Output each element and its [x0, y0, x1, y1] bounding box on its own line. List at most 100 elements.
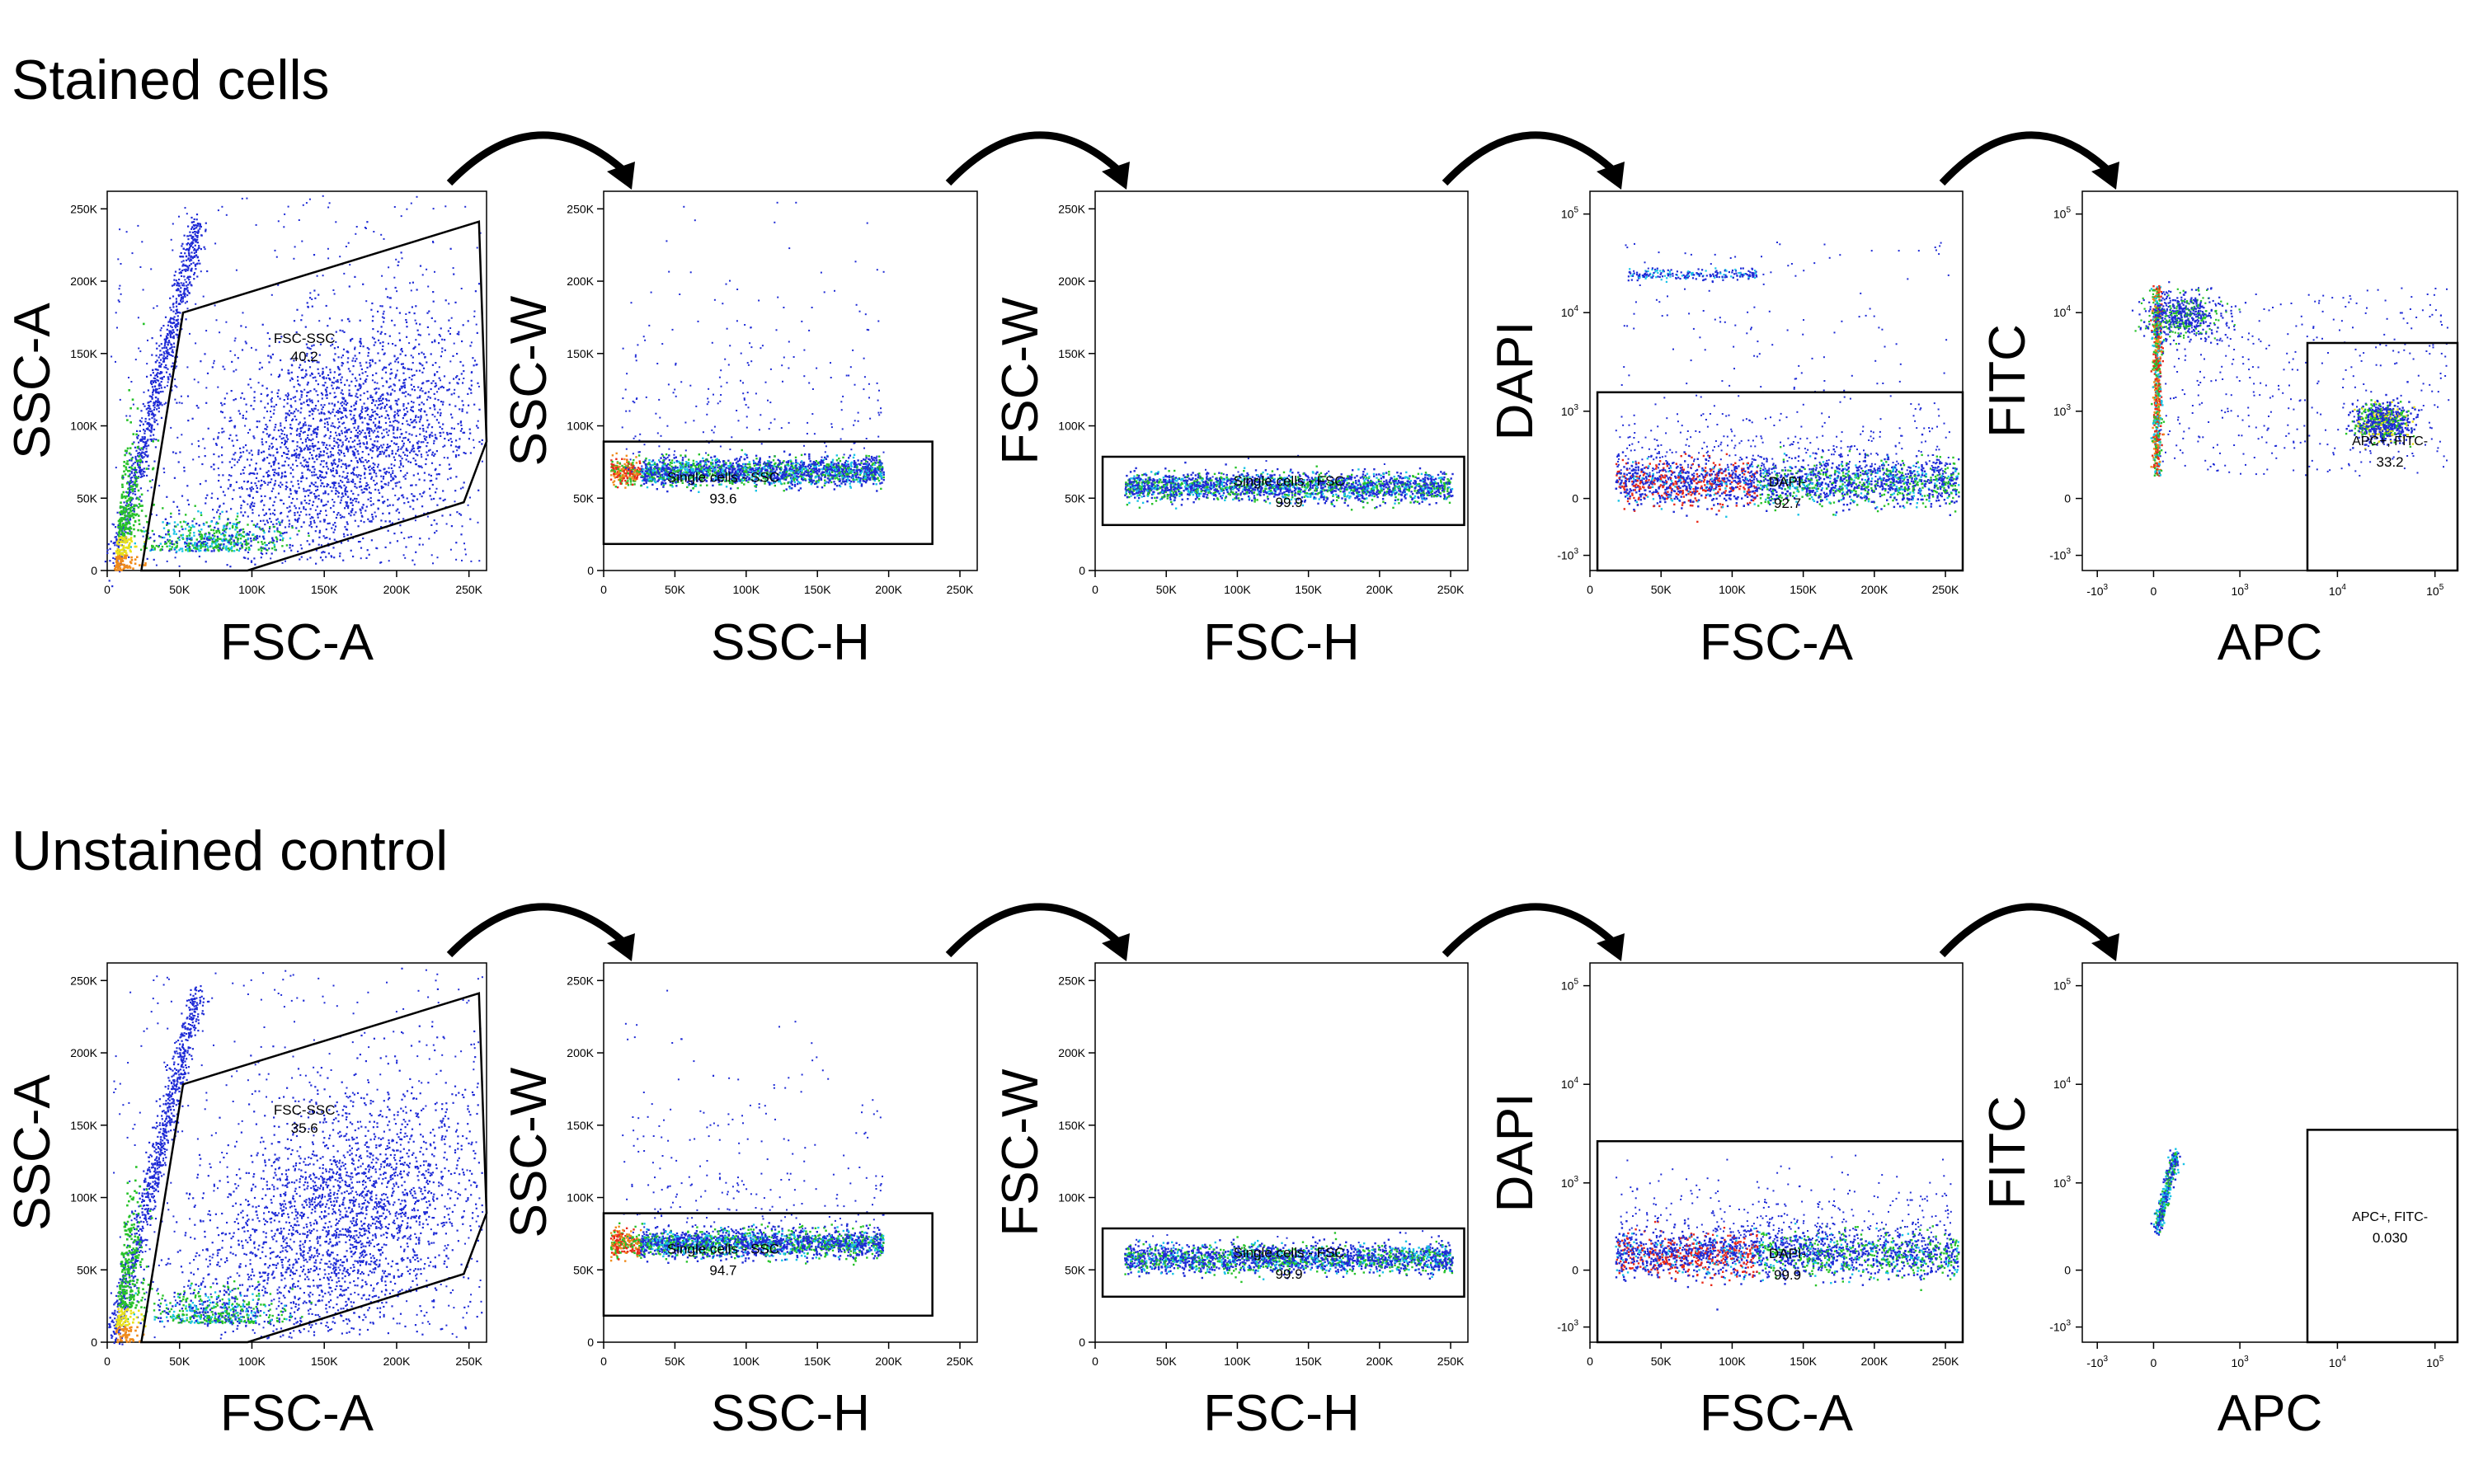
y-tick-label: 103	[1561, 403, 1579, 418]
y-tick-label: 250K	[70, 974, 97, 987]
y-tick-label: 104	[2053, 304, 2072, 319]
plot-frame	[1590, 191, 1963, 571]
gate-label: DAPI-	[1769, 474, 1806, 490]
x-tick-label: 100K	[238, 583, 266, 596]
gate-percent: 35.6	[291, 1120, 318, 1136]
arrow-row2-2	[948, 907, 1122, 955]
y-tick-label: 100K	[1058, 1191, 1085, 1205]
y-tick-label: 105	[2053, 978, 2072, 993]
y-tick-label: 105	[2053, 206, 2072, 221]
x-tick-label: 0	[104, 1355, 111, 1368]
x-tick-label: 200K	[383, 1355, 411, 1368]
gate-percent: 40.2	[291, 349, 318, 364]
x-tick-label: 0	[2151, 585, 2157, 598]
x-tick-label: 105	[2426, 1355, 2444, 1369]
x-tick-label: 50K	[665, 583, 686, 596]
x-tick-label: 105	[2426, 583, 2444, 598]
y-tick-label: 100K	[70, 1191, 97, 1205]
x-tick-label: 0	[1587, 583, 1593, 596]
y-tick-label: 200K	[567, 275, 594, 288]
y-tick-label: 0	[587, 564, 594, 577]
x-tick-label: 50K	[1651, 583, 1672, 596]
y-tick-label: 250K	[1058, 202, 1085, 215]
y-tick-label: -103	[2049, 1319, 2071, 1334]
gate-percent: 99.9	[1275, 495, 1302, 510]
x-tick-label: 200K	[1860, 583, 1888, 596]
x-axis-title: SSC-H	[711, 1385, 870, 1442]
y-axis-title: FSC-W	[992, 1068, 1049, 1237]
arrow-row2-3	[1445, 907, 1616, 955]
y-axis-title: FITC	[1979, 324, 2036, 438]
row-title-unstained: Unstained control	[12, 819, 448, 882]
x-tick-label: 100K	[732, 583, 760, 596]
gate-percent: 93.6	[709, 491, 736, 506]
y-tick-label: 0	[1079, 564, 1085, 577]
y-axis-title: FITC	[1979, 1096, 2036, 1209]
y-tick-label: 50K	[77, 491, 98, 505]
x-axis-title: SSC-H	[711, 614, 870, 671]
x-tick-label: 100K	[1224, 1355, 1251, 1368]
row-title-stained: Stained cells	[12, 49, 330, 111]
y-axis-title: SSC-W	[501, 295, 557, 466]
y-tick-label: 100K	[1058, 420, 1085, 433]
arrow-row1-4	[1942, 135, 2111, 183]
y-tick-label: 104	[2053, 1076, 2072, 1091]
gate-label: APC+, FITC-	[2352, 434, 2428, 448]
x-tick-label: 250K	[1932, 1355, 1959, 1368]
y-tick-label: 250K	[567, 974, 594, 987]
x-tick-label: 150K	[1790, 1355, 1817, 1368]
x-tick-label: 200K	[875, 1355, 902, 1368]
y-tick-label: 0	[91, 564, 97, 577]
arrow-row1-2	[948, 135, 1122, 183]
plot-frame	[604, 191, 977, 571]
x-tick-label: 200K	[1860, 1355, 1888, 1368]
x-tick-label: 100K	[1224, 583, 1251, 596]
x-tick-label: 200K	[383, 583, 411, 596]
x-tick-label: 50K	[1156, 583, 1178, 596]
x-tick-label: 150K	[311, 1355, 338, 1368]
gate-percent: 99.9	[1275, 1266, 1302, 1282]
arrow-row2-1	[449, 907, 627, 955]
x-tick-label: 150K	[1295, 1355, 1322, 1368]
y-tick-label: 100K	[567, 1191, 594, 1205]
y-tick-label: 250K	[567, 202, 594, 215]
y-tick-label: 104	[1561, 304, 1579, 319]
x-tick-label: 150K	[1790, 583, 1817, 596]
y-tick-label: 150K	[70, 347, 97, 360]
y-tick-label: 100K	[567, 420, 594, 433]
x-axis-title: FSC-A	[220, 1385, 374, 1442]
x-tick-label: -103	[2086, 583, 2108, 598]
plot-frame	[1095, 963, 1468, 1342]
y-tick-label: 0	[2064, 492, 2071, 505]
y-axis-title: DAPI	[1487, 322, 1544, 441]
x-tick-label: 100K	[1719, 583, 1746, 596]
gating-figure: Stained cells Unstained control FSC-SSC 4…	[0, 0, 2474, 1484]
gate-label: DAPI-	[1769, 1246, 1806, 1261]
plot-frame	[604, 963, 977, 1342]
x-tick-label: 250K	[1932, 583, 1959, 596]
x-tick-label: 250K	[1437, 1355, 1465, 1368]
panels-layer: FSC-SSC 40.2 0 50K 100K 150K 200K 250K 0 50K 100K 1…	[4, 191, 2458, 1442]
y-tick-label: 200K	[1058, 1046, 1085, 1059]
x-axis-title: APC	[2218, 1385, 2322, 1442]
x-tick-label: 0	[600, 583, 607, 596]
x-tick-label: 50K	[169, 583, 190, 596]
y-tick-label: 105	[1561, 206, 1579, 221]
x-tick-label: 150K	[804, 1355, 831, 1368]
y-tick-label: 200K	[567, 1046, 594, 1059]
x-tick-label: 250K	[947, 583, 974, 596]
plot-frame	[2082, 963, 2458, 1342]
gate-label: Single cells - FSC	[1233, 473, 1344, 489]
gate-percent: 92.7	[1774, 495, 1801, 511]
arrow-row1-1	[449, 135, 627, 183]
plot-frame	[2082, 191, 2458, 571]
gate-label: Single cells - SSC	[667, 469, 779, 485]
gate-label: FSC-SSC	[274, 331, 336, 346]
y-tick-label: 200K	[70, 275, 97, 288]
y-tick-label: 50K	[1065, 491, 1086, 505]
y-tick-label: 0	[1079, 1336, 1085, 1349]
